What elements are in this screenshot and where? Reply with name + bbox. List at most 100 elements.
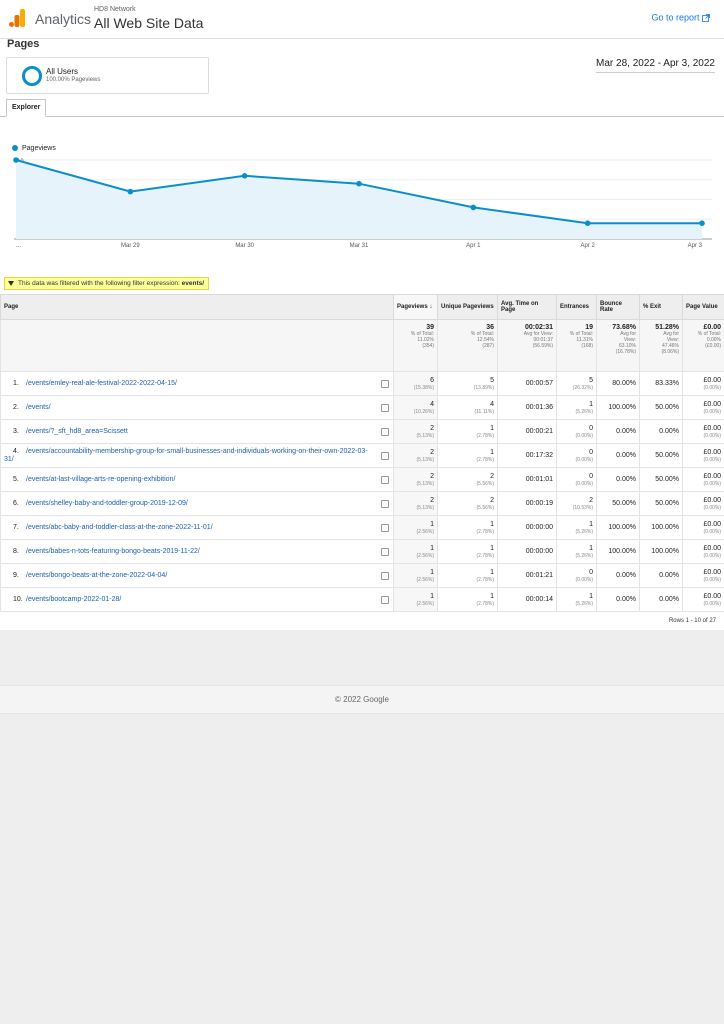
page-link[interactable]: 6./events/shelley-baby-and-toddler-group… <box>0 491 394 516</box>
view-name: All Web Site Data <box>94 15 204 31</box>
page-link[interactable]: 7./events/abc-baby-and-toddler-class-at-… <box>0 515 394 540</box>
pageviews-cell: 1 (2.56%) <box>393 563 438 588</box>
total-bounce: 73.68% Avg for View: 63.10% (16.78%) <box>596 319 640 372</box>
go-to-report-link[interactable]: Go to report <box>651 12 710 23</box>
date-range[interactable]: Mar 28, 2022 - Apr 3, 2022 <box>596 58 715 73</box>
page-link[interactable]: 5./events/at-last-village-arts-re-openin… <box>0 467 394 492</box>
segment-name: All Users <box>46 67 79 76</box>
unique-cell: 1 (2.78%) <box>437 539 498 564</box>
x-tick-label: Apr 2 <box>580 243 595 249</box>
brand-name: Analytics <box>35 11 92 27</box>
tab-bar: Explorer <box>0 99 724 117</box>
value-cell: £0.00 (0.00%) <box>682 563 724 588</box>
col-unique-pageviews[interactable]: Unique Pageviews <box>437 294 498 320</box>
col-pageviews[interactable]: Pageviews ↓ <box>393 294 438 320</box>
pageviews-cell: 2 (5.13%) <box>393 467 438 492</box>
open-page-icon[interactable] <box>381 476 389 484</box>
page-link[interactable]: 4./events/accountability-membership-grou… <box>0 443 394 468</box>
exit-cell: 0.00% <box>639 587 683 612</box>
open-page-icon[interactable] <box>381 500 389 508</box>
totals-page-cell <box>0 319 394 372</box>
unique-cell: 1 (2.78%) <box>437 587 498 612</box>
avg-time-cell: 00:01:01 <box>497 467 557 492</box>
segment-card[interactable]: All Users 100.00% Pageviews <box>6 57 209 94</box>
avg-time-cell: 00:17:32 <box>497 443 557 468</box>
entrances-cell: 0 (0.00%) <box>556 563 597 588</box>
total-avg-time: 00:02:31 Avg for View: 00:01:37 (56.59%) <box>497 319 557 372</box>
unique-cell: 5 (13.89%) <box>437 371 498 396</box>
page-link[interactable]: 1./events/emley-real-ale-festival-2022-2… <box>0 371 394 396</box>
table-row: 8./events/babes-n-tots-featuring-bongo-b… <box>0 539 724 564</box>
sort-down-icon: ↓ <box>429 304 433 310</box>
avg-time-cell: 00:01:21 <box>497 563 557 588</box>
page-link[interactable]: 8./events/babes-n-tots-featuring-bongo-b… <box>0 539 394 564</box>
avg-time-cell: 00:00:21 <box>497 419 557 444</box>
avg-time-cell: 00:00:14 <box>497 587 557 612</box>
avg-time-cell: 00:00:00 <box>497 515 557 540</box>
table-row: 10./events/bootcamp-2022-01-28/1 (2.56%) 1… <box>0 587 724 612</box>
col-page-value[interactable]: Page Value <box>682 294 724 320</box>
pageviews-cell: 4 (10.26%) <box>393 395 438 420</box>
value-cell: £0.00 (0.00%) <box>682 419 724 444</box>
filter-funnel-icon <box>8 280 14 286</box>
data-point <box>241 173 248 179</box>
total-unique: 36% of Total: 12.54% (287) <box>437 319 498 372</box>
open-page-icon[interactable] <box>381 404 389 412</box>
col-avg-time[interactable]: Avg. Time on Page <box>497 294 557 320</box>
pageviews-cell: 1 (2.56%) <box>393 515 438 540</box>
table-row: 7./events/abc-baby-and-toddler-class-at-… <box>0 515 724 540</box>
avg-time-cell: 00:01:36 <box>497 395 557 420</box>
value-cell: £0.00 (0.00%) <box>682 587 724 612</box>
exit-cell: 83.33% <box>639 371 683 396</box>
entrances-cell: 5 (26.32%) <box>556 371 597 396</box>
page-link[interactable]: 3./events/?_sft_hd8_area=Scissett <box>0 419 394 444</box>
table-header-row: Page Pageviews ↓ Unique Pageviews Avg. T… <box>0 294 724 320</box>
filter-notice: This data was filtered with the followin… <box>4 277 210 290</box>
external-link-icon <box>702 13 710 22</box>
unique-cell: 4 (11.11%) <box>437 395 498 420</box>
tab-explorer[interactable]: Explorer <box>6 99 47 117</box>
col-page[interactable]: Page <box>0 294 394 320</box>
pageviews-cell: 1 (2.56%) <box>393 587 438 612</box>
avg-time-cell: 00:00:00 <box>497 539 557 564</box>
page-link[interactable]: 2./events/ <box>0 395 394 420</box>
avg-time-cell: 00:00:19 <box>497 491 557 516</box>
data-point <box>13 157 19 163</box>
x-tick-label: Apr 1 <box>466 243 481 249</box>
table-row: 9./events/bongo-beats-at-the-zone-2022-0… <box>0 563 724 588</box>
col-exit[interactable]: % Exit <box>639 294 683 320</box>
page-link[interactable]: 10./events/bootcamp-2022-01-28/ <box>0 587 394 612</box>
open-page-icon[interactable] <box>381 380 389 388</box>
unique-cell: 1 (2.78%) <box>437 515 498 540</box>
entrances-cell: 0 (0.00%) <box>556 443 597 468</box>
entrances-cell: 1 (5.26%) <box>556 587 597 612</box>
app-header: Analytics HD8 Network All Web Site Data … <box>0 0 724 39</box>
col-entrances[interactable]: Entrances <box>556 294 597 320</box>
open-page-icon[interactable] <box>381 572 389 580</box>
entrances-cell: 1 (5.26%) <box>556 395 597 420</box>
footer: © 2022 Google <box>0 685 724 714</box>
legend-label: Pageviews <box>22 145 56 152</box>
entrances-cell: 0 (0.00%) <box>556 419 597 444</box>
value-cell: £0.00 (0.00%) <box>682 371 724 396</box>
table-row: 6./events/shelley-baby-and-toddler-group… <box>0 491 724 516</box>
bounce-cell: 50.00% <box>596 491 640 516</box>
table-row: 4./events/accountability-membership-grou… <box>0 443 724 468</box>
open-page-icon[interactable] <box>381 428 389 436</box>
value-cell: £0.00 (0.00%) <box>682 443 724 468</box>
page-link[interactable]: 9./events/bongo-beats-at-the-zone-2022-0… <box>0 563 394 588</box>
open-page-icon[interactable] <box>381 596 389 604</box>
pageviews-cell: 2 (5.13%) <box>393 491 438 516</box>
col-bounce-rate[interactable]: Bounce Rate <box>596 294 640 320</box>
bounce-cell: 100.00% <box>596 395 640 420</box>
open-page-icon[interactable] <box>381 548 389 556</box>
table-row: 3./events/?_sft_hd8_area=Scissett 2 (5.13%… <box>0 419 724 444</box>
entrances-cell: 1 (5.26%) <box>556 515 597 540</box>
rows-info: Rows 1 - 10 of 27 <box>668 618 716 624</box>
entrances-cell: 1 (5.26%) <box>556 539 597 564</box>
data-table: Page Pageviews ↓ Unique Pageviews Avg. T… <box>0 294 724 612</box>
open-page-icon[interactable] <box>381 524 389 532</box>
data-point <box>699 220 705 226</box>
open-page-icon[interactable] <box>381 452 389 460</box>
